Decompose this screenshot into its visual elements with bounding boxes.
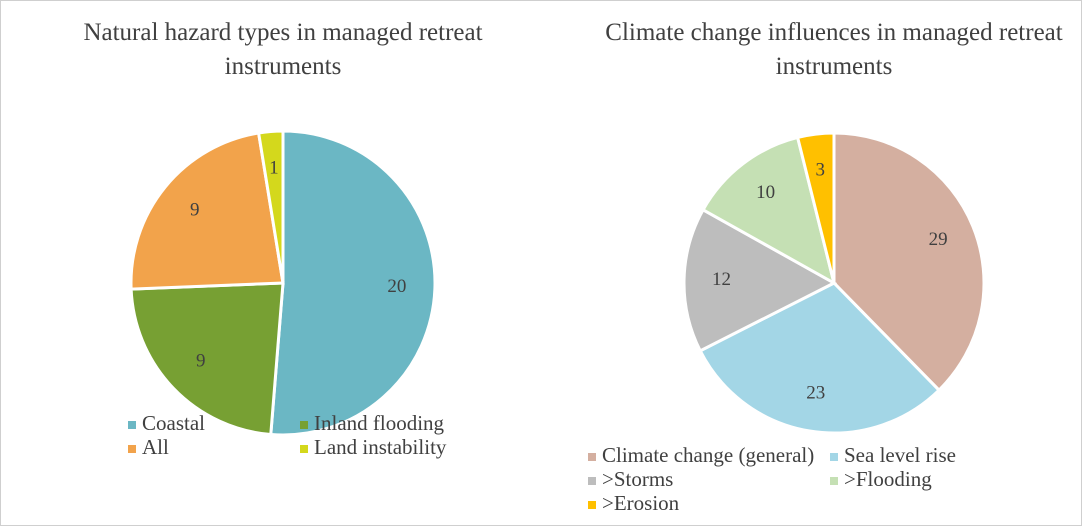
- legend-label: >Storms: [602, 467, 673, 491]
- pie-slice: [682, 207, 838, 353]
- data-label: 23: [806, 382, 825, 403]
- legend-swatch: [588, 501, 596, 509]
- pie-slice: [129, 281, 285, 437]
- pie-slice: [701, 135, 837, 287]
- legend-swatch: [588, 453, 596, 461]
- pie-slice: [256, 129, 285, 284]
- legend-label: Inland flooding: [314, 411, 445, 435]
- chart-title: Climate change influences in managed ret…: [605, 19, 1063, 80]
- legend-label: All: [142, 435, 169, 459]
- data-label: 1: [269, 158, 279, 179]
- legend-label: >Flooding: [844, 467, 932, 491]
- data-label: 12: [712, 269, 731, 290]
- legend-label: Sea level rise: [844, 443, 956, 467]
- legend-swatch: [830, 453, 838, 461]
- pie-slice: [129, 131, 285, 291]
- legend-swatch: [300, 421, 308, 429]
- pie-slice: [698, 281, 942, 435]
- legend-swatch: [300, 445, 308, 453]
- legend-swatch: [830, 477, 838, 485]
- legend-swatch: [128, 445, 136, 453]
- chart-title: Natural hazard types in managed retreat …: [83, 19, 483, 80]
- pie-slice: [795, 131, 836, 284]
- data-label: 20: [387, 276, 406, 297]
- data-label: 29: [929, 229, 948, 250]
- legend-label: Coastal: [142, 411, 205, 435]
- data-label: 9: [196, 350, 206, 371]
- pie-slice: [832, 131, 986, 393]
- pie-slice: [269, 129, 437, 437]
- data-label: 3: [816, 160, 826, 181]
- legend-swatch: [588, 477, 596, 485]
- legend-label: Climate change (general): [602, 443, 814, 467]
- legend-label: >Erosion: [602, 491, 680, 515]
- data-label: 9: [190, 199, 200, 220]
- legend-label: Land instability: [314, 435, 447, 459]
- legend-swatch: [128, 421, 136, 429]
- data-label: 10: [756, 182, 775, 203]
